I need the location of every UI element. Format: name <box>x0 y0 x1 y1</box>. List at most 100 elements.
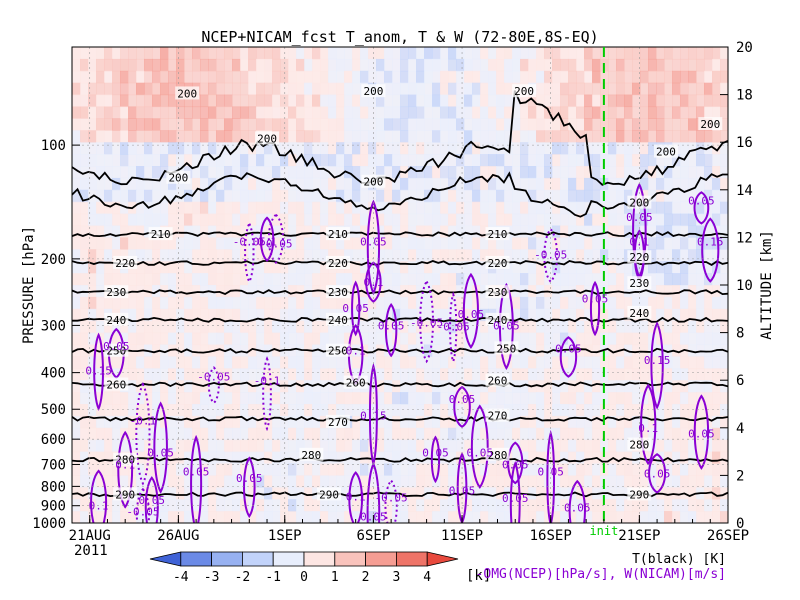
anomaly-cell <box>416 439 425 453</box>
anomaly-cell <box>616 225 625 238</box>
anomaly-cell <box>192 225 201 238</box>
anomaly-cell <box>512 47 521 60</box>
anomaly-cell <box>104 332 113 346</box>
anomaly-cell <box>136 47 145 60</box>
anomaly-cell <box>720 380 728 393</box>
anomaly-cell <box>464 82 473 96</box>
anomaly-cell <box>400 249 409 262</box>
anomaly-cell <box>320 261 329 274</box>
anomaly-cell <box>616 249 625 262</box>
anomaly-cell <box>432 225 441 238</box>
anomaly-cell <box>704 189 713 203</box>
anomaly-cell <box>184 118 193 131</box>
anomaly-cell <box>592 356 601 369</box>
anomaly-cell <box>224 94 233 108</box>
anomaly-cell <box>432 106 441 119</box>
anomaly-cell <box>568 47 577 60</box>
anomaly-cell <box>144 142 153 155</box>
anomaly-cell <box>224 154 233 167</box>
anomaly-cell <box>160 427 169 441</box>
anomaly-cell <box>576 273 585 286</box>
anomaly-cell <box>552 415 561 429</box>
anomaly-cell <box>504 439 513 453</box>
anomaly-cell <box>352 94 361 108</box>
anomaly-cell <box>168 118 177 131</box>
anomaly-cell <box>232 177 241 191</box>
anomaly-cell <box>400 499 409 512</box>
anomaly-cell <box>456 118 465 131</box>
w-contour <box>693 394 709 470</box>
y-tick-label: 700 <box>41 457 66 473</box>
anomaly-cell <box>432 82 441 96</box>
anomaly-cell <box>560 511 569 523</box>
anomaly-cell <box>664 308 673 322</box>
anomaly-cell <box>576 404 585 417</box>
anomaly-cell <box>488 237 497 250</box>
anomaly-cell <box>248 213 257 227</box>
anomaly-cell <box>288 213 297 227</box>
anomaly-cell <box>632 344 641 357</box>
anomaly-cell <box>208 332 217 346</box>
anomaly-cell <box>488 58 497 72</box>
anomaly-cell <box>696 427 705 441</box>
temperature-label: 280 <box>629 439 649 452</box>
anomaly-cell <box>192 427 201 441</box>
anomaly-cell <box>152 154 161 167</box>
anomaly-cell <box>576 261 585 274</box>
anomaly-cell <box>552 106 561 119</box>
anomaly-cell <box>200 415 209 429</box>
anomaly-cell <box>624 106 633 119</box>
anomaly-cell <box>592 296 601 310</box>
anomaly-cell <box>256 463 265 476</box>
w-contour <box>650 321 664 410</box>
anomaly-cell <box>272 249 281 262</box>
anomaly-cell <box>344 154 353 167</box>
anomaly-cell <box>568 344 577 357</box>
anomaly-cell <box>400 82 409 96</box>
anomaly-cell <box>416 177 425 191</box>
anomaly-cell <box>112 475 121 488</box>
anomaly-cell <box>72 237 81 250</box>
anomaly-cell <box>648 70 657 84</box>
anomaly-cell <box>464 285 473 298</box>
anomaly-cell <box>392 308 401 322</box>
anomaly-cell <box>536 213 545 227</box>
anomaly-cell <box>360 166 369 179</box>
anomaly-cell <box>592 404 601 417</box>
anomaly-cell <box>640 47 649 60</box>
anomaly-cell <box>232 475 241 488</box>
anomaly-cell <box>720 392 728 405</box>
w-contour-label: 0.1 <box>257 236 277 249</box>
anomaly-cell <box>72 58 81 72</box>
anomaly-cell <box>176 415 185 429</box>
anomaly-cell <box>256 308 265 322</box>
anomaly-cell <box>640 296 649 310</box>
anomaly-cell <box>600 404 609 417</box>
anomaly-cell <box>80 439 89 453</box>
anomaly-cell <box>264 415 273 429</box>
anomaly-cell <box>640 261 649 274</box>
anomaly-cell <box>208 392 217 405</box>
anomaly-cell <box>552 451 561 465</box>
anomaly-cell <box>88 261 97 274</box>
anomaly-cell <box>304 130 313 143</box>
anomaly-cell <box>80 213 89 227</box>
anomaly-cell <box>576 189 585 203</box>
anomaly-cell <box>488 320 497 334</box>
anomaly-cell <box>336 201 345 215</box>
anomaly-cell <box>280 320 289 334</box>
anomaly-cell <box>360 213 369 227</box>
anomaly-cell <box>696 451 705 465</box>
anomaly-cell <box>584 118 593 131</box>
anomaly-cell <box>440 70 449 84</box>
anomaly-cell <box>584 356 593 369</box>
anomaly-cell <box>104 463 113 476</box>
anomaly-cell <box>384 142 393 155</box>
temperature-label-bg <box>485 312 510 326</box>
anomaly-cell <box>128 296 137 310</box>
temperature-label-bg <box>485 255 510 269</box>
anomaly-cell <box>296 82 305 96</box>
anomaly-cell <box>224 487 233 500</box>
anomaly-cell <box>296 285 305 298</box>
anomaly-cell <box>512 392 521 405</box>
